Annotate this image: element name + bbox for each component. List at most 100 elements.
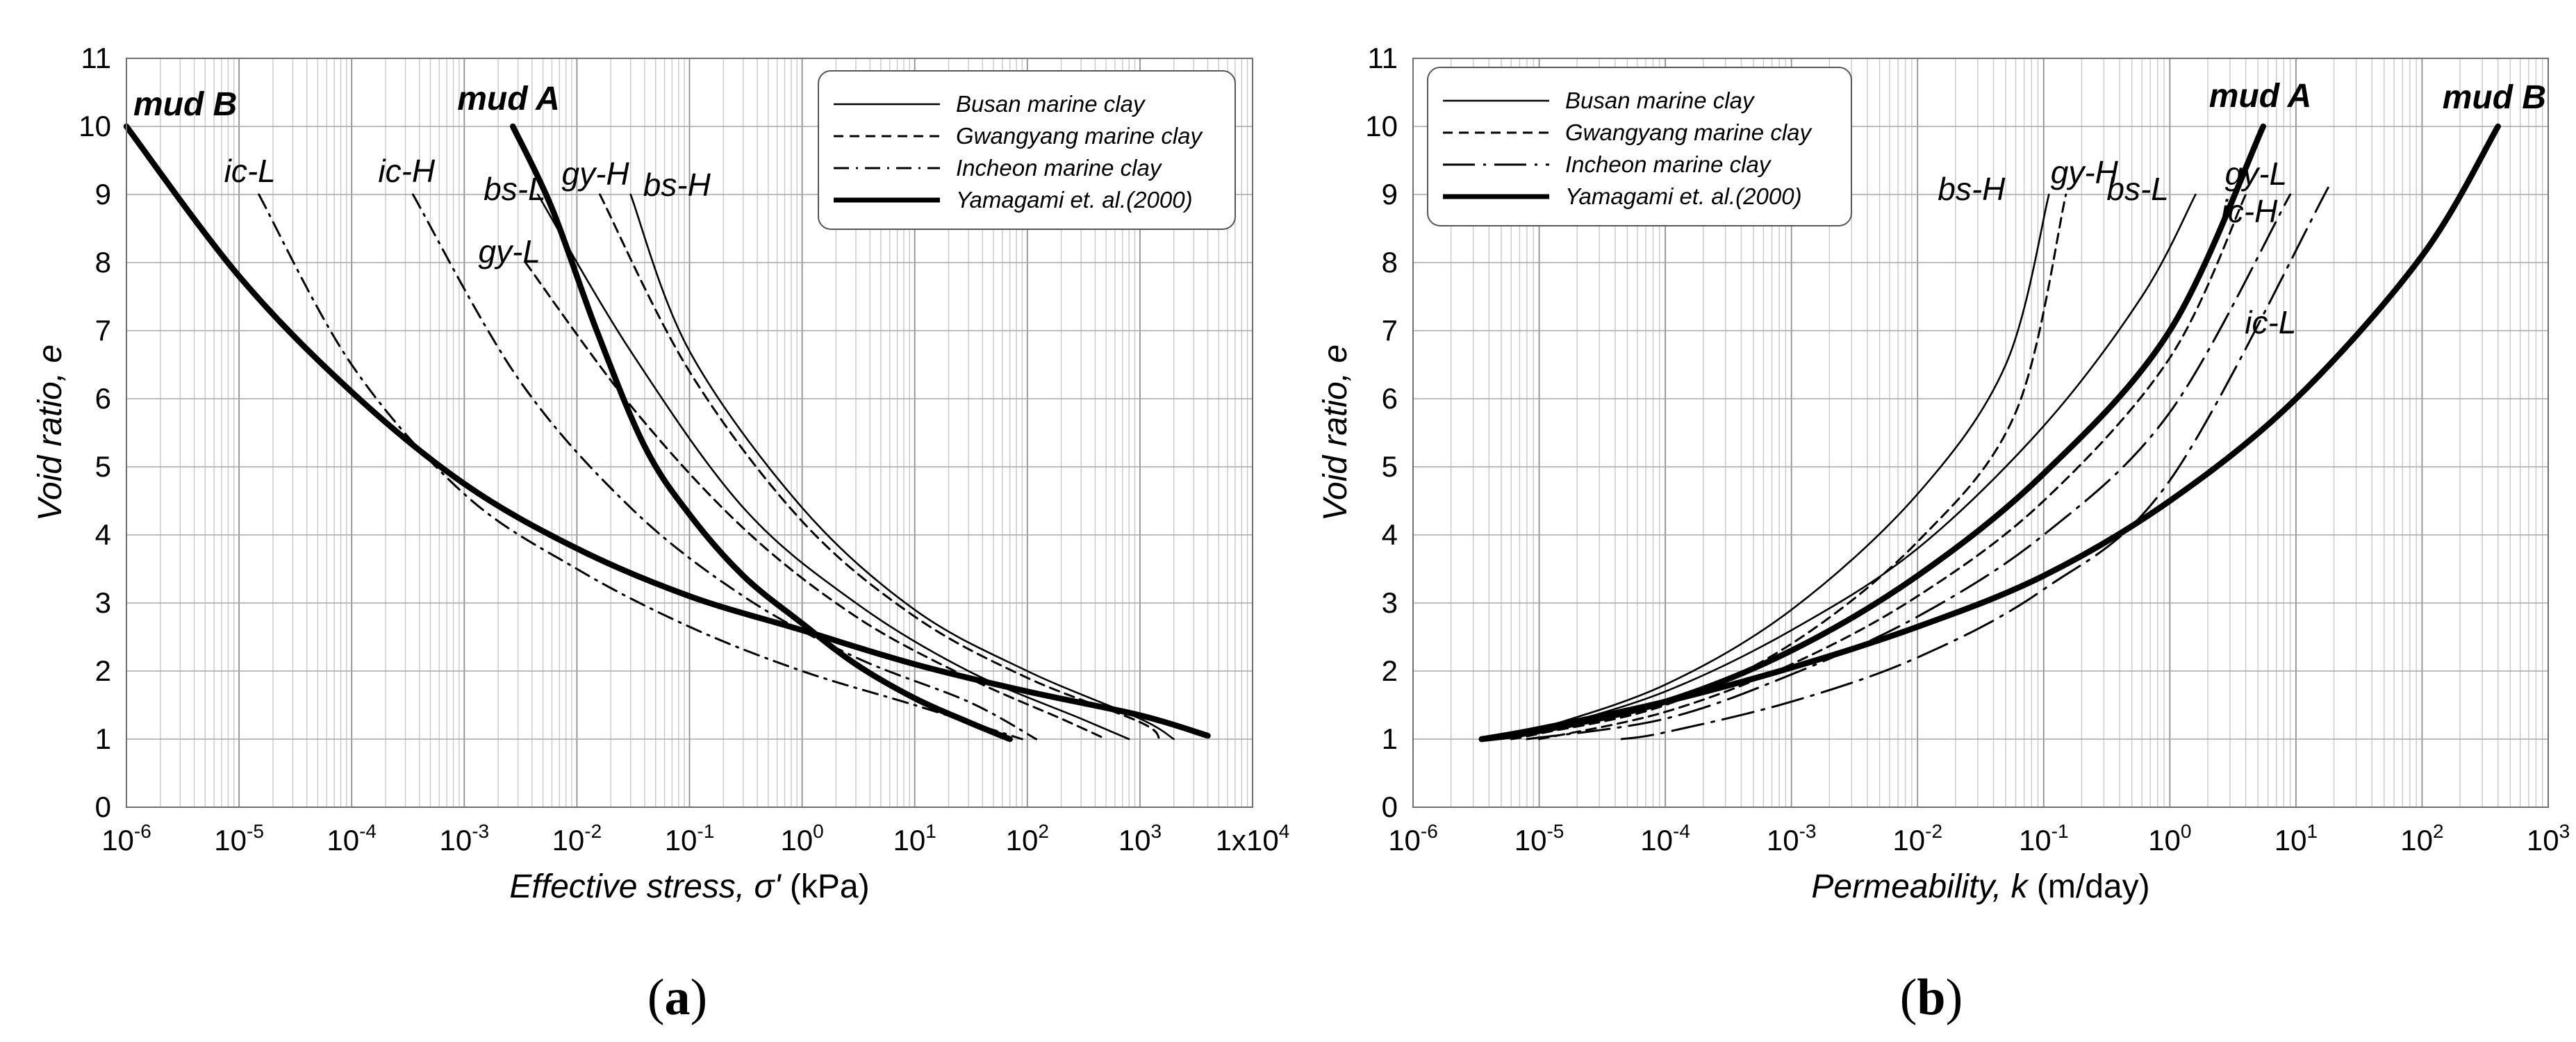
chart-a-xtick-label: 10-6 xyxy=(101,820,151,857)
chart-b-series-bs-h xyxy=(1500,193,2050,741)
chart-a-legend: Busan marine clay Gwangyang marine clay In… xyxy=(818,70,1236,230)
chart-b-ytick-label: 5 xyxy=(1382,450,1398,483)
chart-b-label-bs-h: bs-H xyxy=(1938,171,2006,207)
chart-a-series-bs-h xyxy=(629,193,1175,741)
chart-a-ytick-label: 0 xyxy=(95,791,111,823)
chart-a-xtick-label: 101 xyxy=(893,820,936,857)
chart-a-frame xyxy=(126,58,1253,808)
chart-b-label-ic-l: ic-L xyxy=(2245,304,2296,340)
chart-b-label-mud-a: mud A xyxy=(2209,78,2312,115)
chart-b-xtick-label: 10-6 xyxy=(1388,820,1438,857)
chart-a-ytick-label: 7 xyxy=(95,314,111,347)
chart-a-x-axis-title: Effective stress, σ' (kPa) xyxy=(509,868,869,905)
chart-b-frame xyxy=(1412,58,2549,808)
chart-b: mud B mud A bs-H bs-Lgy-H gy-Lic-H ic-L 0 1 2 3 4 5… xyxy=(1317,42,2570,1026)
chart-a-label-bs-l: bs-L xyxy=(484,171,545,207)
chart-a-series-mud-b xyxy=(123,123,1211,739)
chart-b-xtick-label: 102 xyxy=(2400,820,2443,857)
chart-b-label-gy-l: gy-L xyxy=(2225,156,2287,192)
chart-b-ytick-label: 0 xyxy=(1382,791,1398,823)
chart-b-label-mud-b: mud B xyxy=(2443,79,2546,116)
chart-a-series-ic-l xyxy=(258,193,1023,741)
chart-b-series-mud-a xyxy=(1478,123,2266,743)
chart-a-ytick-label: 6 xyxy=(95,382,111,415)
chart-a-xtick-label: 102 xyxy=(1006,820,1049,857)
chart-b-ytick-label: 8 xyxy=(1382,246,1398,279)
chart-a-label-bs-h: bs-H xyxy=(643,167,711,203)
chart-b-ytick-label: 10 xyxy=(1365,110,1398,142)
chart-a-xtick-label: 1x104 xyxy=(1216,820,1290,857)
chart-b-y-axis-title: Void ratio, e xyxy=(1317,345,1354,521)
chart-b-ytick-label: 6 xyxy=(1382,382,1398,415)
chart-a-label-mud-a: mud A xyxy=(457,81,560,117)
chart-b-xtick-label: 10-3 xyxy=(1767,820,1817,857)
chart-b-panel-label: (b) xyxy=(1900,969,1963,1026)
chart-b-label-bs-l: bs-L xyxy=(2106,171,2168,207)
chart-b-xtick-label: 103 xyxy=(2527,820,2570,857)
chart-b-ytick-label: 1 xyxy=(1382,722,1398,755)
chart-b-series-ic-h xyxy=(1526,193,2292,741)
chart-a: mud B mud A bs-H bs-L gy-H gy-L ic-H ic-L 0 1 2 3 4 5… xyxy=(32,42,1289,1026)
chart-a-ytick-label: 3 xyxy=(95,586,111,619)
chart-a-series-group xyxy=(123,123,1211,743)
chart-b-ytick-label: 7 xyxy=(1382,314,1398,347)
chart-a-series-gy-l xyxy=(524,261,1107,741)
chart-b-legend-label-yamagami-et-al-2000: Yamagami et. al.(2000) xyxy=(1565,183,1802,209)
chart-a-series-ic-h xyxy=(411,193,1038,741)
chart-a-ytick-label: 4 xyxy=(95,518,111,551)
chart-b-xtick-label: 100 xyxy=(2148,820,2191,857)
chart-a-legend-box xyxy=(818,70,1236,230)
chart-b-series-gy-l xyxy=(1538,193,2247,741)
chart-b-ytick-label: 3 xyxy=(1382,586,1398,619)
chart-a-label-gy-l: gy-L xyxy=(478,233,540,270)
chart-a-legend-label-incheon-marine-clay: Incheon marine clay xyxy=(956,155,1163,181)
chart-a-ytick-label: 10 xyxy=(79,110,111,142)
chart-a-series-gy-h xyxy=(598,193,1161,741)
chart-a-ytick-label: 8 xyxy=(95,246,111,279)
chart-b-legend-label-gwangyang-marine-clay: Gwangyang marine clay xyxy=(1565,119,1813,145)
chart-b-ytick-label: 2 xyxy=(1382,654,1398,687)
chart-a-xtick-label: 10-2 xyxy=(552,820,602,857)
chart-b-xtick-label: 10-2 xyxy=(1892,820,1942,857)
chart-b-series-group xyxy=(1478,123,2501,743)
chart-a-y-axis-title: Void ratio, e xyxy=(32,345,69,521)
chart-a-legend-label-busan-marine-clay: Busan marine clay xyxy=(956,91,1146,117)
chart-b-legend-box xyxy=(1427,67,1852,226)
chart-b-xtick-label: 10-1 xyxy=(2019,820,2069,857)
chart-b-xtick-label: 10-5 xyxy=(1514,820,1564,857)
chart-b-ytick-label: 4 xyxy=(1382,518,1398,551)
chart-a-legend-label-gwangyang-marine-clay: Gwangyang marine clay xyxy=(956,123,1204,149)
chart-b-xtick-label: 10-4 xyxy=(1640,820,1690,857)
chart-b-legend-label-busan-marine-clay: Busan marine clay xyxy=(1565,88,1756,113)
chart-a-ytick-label: 9 xyxy=(95,178,111,210)
chart-a-ytick-label: 5 xyxy=(95,450,111,483)
chart-b-ytick-label: 9 xyxy=(1382,178,1398,210)
chart-a-legend-label-yamagami-et-al-2000: Yamagami et. al.(2000) xyxy=(956,187,1193,213)
chart-a-label-gy-h: gy-H xyxy=(561,156,629,192)
chart-a-xtick-label: 10-1 xyxy=(665,820,715,857)
chart-a-label-mud-b: mud B xyxy=(133,86,237,123)
chart-a-xtick-label: 10-3 xyxy=(439,820,489,857)
chart-b-xtick-label: 101 xyxy=(2274,820,2318,857)
chart-a-ytick-label: 11 xyxy=(81,42,111,74)
chart-a-xtick-label: 100 xyxy=(780,820,823,857)
chart-a-ytick-label: 2 xyxy=(95,654,111,687)
chart-b-label-gy-h: gy-H xyxy=(2051,154,2119,190)
chart-b-legend: Busan marine clay Gwangyang marine clay In… xyxy=(1427,67,1852,226)
chart-a-label-ic-l: ic-L xyxy=(224,153,276,189)
chart-b-series-ic-l xyxy=(1620,186,2329,741)
chart-a-series-mud-a xyxy=(509,123,1013,743)
chart-b-ytick-label: 11 xyxy=(1367,42,1398,74)
chart-b-x-axis-title: Permeability, k (m/day) xyxy=(1811,868,2149,905)
chart-a-xtick-label: 10-5 xyxy=(214,820,264,857)
chart-a-label-ic-h: ic-H xyxy=(378,153,436,189)
chart-a-panel-label: (a) xyxy=(647,969,707,1026)
chart-b-label-ic-h: ic-H xyxy=(2221,193,2279,229)
chart-b-legend-label-incheon-marine-clay: Incheon marine clay xyxy=(1565,151,1772,177)
chart-a-ytick-label: 1 xyxy=(95,722,111,755)
chart-b-series-gy-h xyxy=(1510,193,2067,741)
chart-a-series-bs-l xyxy=(536,193,1130,741)
chart-a-xtick-label: 103 xyxy=(1118,820,1162,857)
chart-a-xtick-label: 10-4 xyxy=(327,820,377,857)
